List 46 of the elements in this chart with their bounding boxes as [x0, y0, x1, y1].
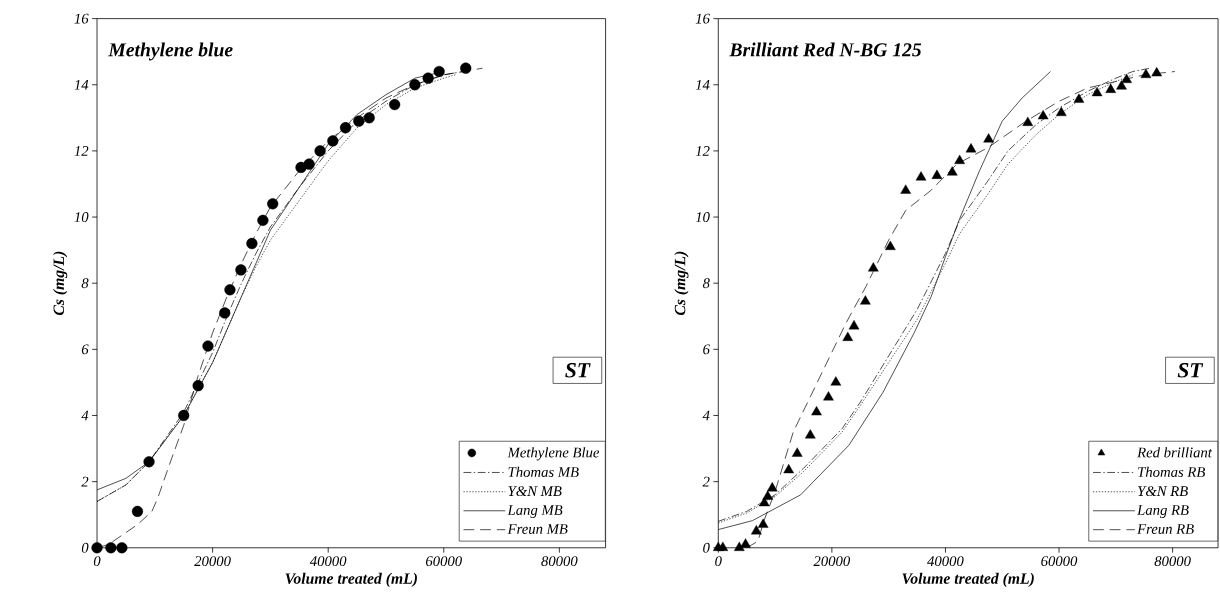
y-axis-title: Cs (mg/L)	[674, 251, 689, 316]
y-axis-title: Cs (mg/L)	[53, 251, 68, 316]
x-tick-label: 20000	[813, 556, 851, 567]
x-tick-label: 60000	[426, 556, 462, 567]
y-tick-label: 2	[702, 476, 710, 487]
x-tick-label: 80000	[1154, 556, 1191, 567]
y-tick-label: 0	[81, 543, 89, 553]
y-tick-label: 10	[74, 212, 89, 223]
y-tick-label: 6	[703, 344, 710, 355]
y-tick-label: 8	[702, 278, 710, 289]
legend-label: Methylene Blue	[507, 447, 600, 461]
x-tick-label: 60000	[1041, 556, 1078, 567]
y-tick-label: 14	[74, 80, 89, 90]
legend-label: Lang RB	[1136, 505, 1189, 519]
x-tick-label: 40000	[309, 556, 347, 567]
annotation: ST	[565, 363, 591, 378]
x-axis-title: Volume treated (mL)	[285, 572, 417, 588]
legend-label: Lang MB	[507, 505, 563, 519]
x-tick-label: 80000	[541, 556, 578, 567]
y-tick-label: 10	[695, 212, 710, 223]
y-tick-label: 16	[695, 13, 710, 24]
y-tick-label: 4	[702, 410, 710, 421]
y-tick-label: 12	[695, 146, 710, 156]
x-tick-label: 20000	[194, 556, 231, 567]
y-tick-label: 14	[695, 80, 710, 90]
legend-label: Thomas RB	[1138, 466, 1206, 478]
text: Brilliant Red N-BG 125	[729, 42, 922, 57]
legend-label: Thomas MB	[508, 466, 579, 478]
y-tick-label: 12	[74, 146, 89, 156]
y-tick-label: 0	[703, 543, 710, 553]
x-axis-title: Volume treated (mL)	[902, 572, 1034, 588]
legend-label: Freun MB	[507, 524, 568, 535]
legend-label: Y&N MB	[508, 486, 562, 497]
y-tick-label: 16	[74, 13, 89, 24]
legend-label: Y&N RB	[1138, 486, 1188, 497]
annotation: ST	[1177, 363, 1204, 378]
y-tick-label: 4	[81, 410, 89, 421]
text: Methylene blue	[108, 42, 233, 61]
y-tick-label: 8	[81, 278, 89, 289]
x-tick-label: 40000	[927, 556, 964, 567]
legend-label: Red brilliant	[1137, 447, 1213, 458]
x-tick-label: 0	[715, 556, 722, 567]
y-tick-label: 6	[81, 344, 89, 355]
x-tick-label: 0	[93, 556, 101, 567]
legend-label: Freun RB	[1137, 524, 1194, 535]
y-tick-label: 2	[81, 476, 89, 487]
